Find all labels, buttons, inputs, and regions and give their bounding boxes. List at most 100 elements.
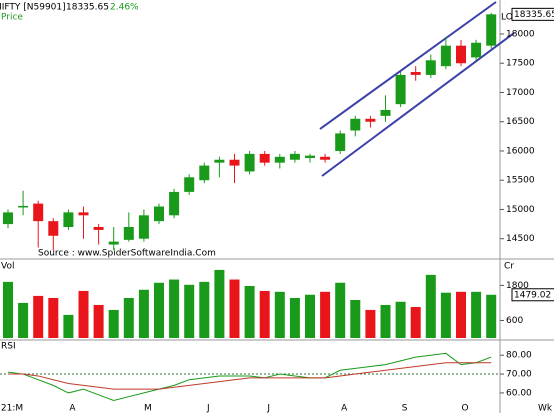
y-tick-label: 1800 xyxy=(506,281,529,291)
price-box xyxy=(511,7,554,21)
volume-bar xyxy=(108,309,119,338)
candle-body xyxy=(395,74,406,105)
y-tick-label: 15500 xyxy=(506,176,535,186)
candle-body xyxy=(335,133,346,151)
candle-body xyxy=(274,156,285,163)
candle-body xyxy=(138,215,149,239)
volume-bar xyxy=(3,281,13,338)
candle-body xyxy=(229,159,240,166)
y-tick-label: 600 xyxy=(506,316,523,326)
candle-body xyxy=(440,45,451,67)
candle-body xyxy=(108,241,119,245)
scale-label: LOG xyxy=(501,13,520,23)
volume-box-label: 1479.02 xyxy=(514,290,551,300)
x-end-label: Wk xyxy=(538,404,553,413)
volume-bar xyxy=(320,291,331,338)
panel-label: RSI xyxy=(1,342,16,352)
panel-label: Price xyxy=(1,13,23,23)
y-tick-label: 60.00 xyxy=(506,388,532,398)
volume-bar xyxy=(395,301,406,338)
volume-bar xyxy=(289,297,300,338)
last-price: 18335.65 xyxy=(66,3,109,13)
volume-bar xyxy=(214,269,225,338)
volume-bar xyxy=(48,297,59,338)
title: NIFTY [N59901] xyxy=(0,3,66,13)
candle-body xyxy=(154,206,164,222)
change: 2.46% xyxy=(110,3,139,13)
candle-body xyxy=(244,153,255,172)
volume-bar xyxy=(274,291,285,338)
candle-body xyxy=(3,212,13,225)
source: Source : www.SpiderSoftwareIndia.Com xyxy=(38,249,216,259)
price-box-label: 18335.65 xyxy=(514,10,554,20)
rsi-line xyxy=(7,352,492,401)
candle-body xyxy=(350,118,361,131)
candle-body xyxy=(305,155,315,158)
volume-bar xyxy=(123,297,134,338)
candle-body xyxy=(48,221,59,236)
volume-bar xyxy=(199,281,210,338)
channel-line xyxy=(319,1,497,130)
candle-body xyxy=(365,118,376,122)
x-tick-label: J xyxy=(266,404,270,413)
channel-line xyxy=(321,32,515,177)
candle-body xyxy=(78,212,89,216)
volume-bar xyxy=(63,314,74,338)
x-tick-label: 21:M xyxy=(1,404,23,413)
candle-body xyxy=(410,72,421,75)
x-tick-label: M xyxy=(144,404,152,413)
candle-body xyxy=(18,205,29,208)
y-tick-label: 16500 xyxy=(506,117,535,127)
candle-body xyxy=(425,60,436,75)
candle-body xyxy=(380,110,391,116)
y-tick-label: 15000 xyxy=(506,205,535,215)
x-tick-label: J xyxy=(206,404,210,413)
candle-body xyxy=(486,14,497,46)
panel-label: Vol xyxy=(1,262,14,272)
y-tick-label: 18000 xyxy=(506,29,535,39)
y-tick-label: 70.00 xyxy=(506,370,532,380)
rsi-line xyxy=(8,362,492,390)
volume-box xyxy=(511,288,554,302)
candle-body xyxy=(471,42,482,58)
volume-bar xyxy=(335,282,346,338)
volume-bar xyxy=(18,302,29,338)
candle-body xyxy=(169,191,180,216)
volume-bar xyxy=(259,290,270,338)
candle-body xyxy=(63,212,74,227)
candle-body xyxy=(33,203,44,222)
volume-bar xyxy=(93,304,104,338)
volume-bar xyxy=(365,309,376,338)
y-tick-label: 17000 xyxy=(506,88,535,98)
y-tick-label: 17500 xyxy=(506,59,535,69)
x-tick-label: S xyxy=(402,404,408,413)
volume-bar xyxy=(380,304,391,338)
unit-label: Cr xyxy=(504,262,514,272)
candle-body xyxy=(289,153,300,160)
candle-body xyxy=(214,159,225,163)
candle-body xyxy=(93,227,104,230)
volume-bar xyxy=(305,294,315,338)
candle-body xyxy=(259,153,270,163)
volume-bar xyxy=(350,300,361,338)
candle-body xyxy=(184,177,195,192)
volume-bar xyxy=(410,307,421,338)
volume-bar xyxy=(486,294,497,338)
candle-body xyxy=(456,45,466,64)
candle-body xyxy=(320,156,331,160)
volume-bar xyxy=(440,292,451,338)
volume-bar xyxy=(229,279,240,338)
volume-bar xyxy=(456,291,466,338)
volume-bar xyxy=(78,290,89,338)
candle-body xyxy=(123,227,134,240)
volume-bar xyxy=(425,274,436,338)
x-tick-label: A xyxy=(341,404,348,413)
volume-bar xyxy=(169,279,180,338)
volume-bar xyxy=(154,282,164,338)
volume-bar xyxy=(244,285,255,338)
volume-bar xyxy=(33,295,44,338)
volume-bar xyxy=(138,289,149,338)
x-tick-label: O xyxy=(461,404,468,413)
